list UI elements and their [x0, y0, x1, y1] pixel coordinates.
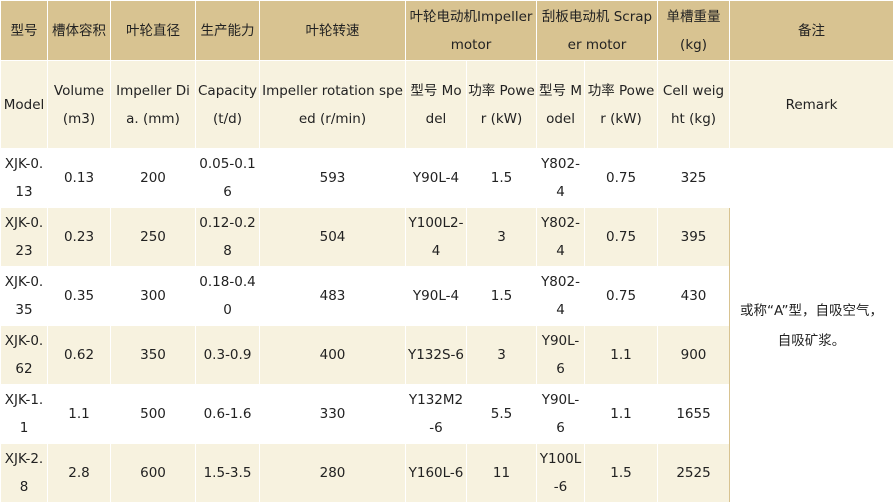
header-cn-rotation: 叶轮转速: [259, 0, 406, 61]
cell-impeller-dia: 350: [110, 325, 196, 385]
table-row: XJK-0.62 0.62 350 0.3-0.9 400 Y132S-6 3 …: [0, 325, 894, 385]
cell-weight: 395: [657, 207, 731, 267]
cell-impeller-motor-model: Y90L-4: [405, 266, 467, 326]
cell-volume: 0.13: [47, 148, 111, 208]
cell-volume: 1.1: [47, 384, 111, 444]
cell-model: XJK-0.62: [0, 325, 48, 385]
cell-impeller-motor-power: 3: [465, 325, 538, 385]
cell-rotation: 483: [259, 266, 406, 326]
header-row-cn: 型号 槽体容积 叶轮直径 生产能力 叶轮转速 叶轮电动机Impeller mot…: [0, 0, 895, 61]
cell-impeller-motor-model: Y100L2-4: [405, 207, 467, 267]
table-row: XJK-1.1 1.1 500 0.6-1.6 330 Y132M2-6 5.5…: [0, 384, 894, 444]
cell-impeller-motor-model: Y132S-6: [405, 325, 467, 385]
table-row: XJK-0.23 0.23 250 0.12-0.28 504 Y100L2-4…: [0, 207, 894, 267]
header-en-impeller-power: 功率 Power (kW): [465, 60, 538, 149]
header-en-rotation: Impeller rotation speed (r/min): [259, 60, 406, 149]
cell-scraper-motor-power: 0.75: [584, 148, 659, 208]
header-cn-volume: 槽体容积: [47, 0, 111, 61]
cell-impeller-dia: 500: [110, 384, 196, 444]
cell-volume: 0.23: [47, 207, 111, 267]
cell-capacity: 1.5-3.5: [195, 443, 260, 503]
cell-rotation: 593: [259, 148, 406, 208]
cell-rotation: 400: [259, 325, 406, 385]
header-scraper-motor: 刮板电动机 Scraper motor: [536, 0, 659, 61]
cell-volume: 0.62: [47, 325, 111, 385]
cell-impeller-motor-power: 11: [465, 443, 538, 503]
header-en-model: Model: [0, 60, 48, 149]
cell-impeller-motor-power: 3: [465, 207, 538, 267]
cell-capacity: 0.05-0.16: [195, 148, 260, 208]
header-row-en: Model Volume (m3) Impeller Dia. (mm) Cap…: [0, 60, 895, 149]
cell-scraper-motor-model: Y90L-6: [536, 384, 586, 444]
header-en-cell-weight: Cell weight (kg): [657, 60, 731, 149]
header-en-impeller-dia: Impeller Dia. (mm): [110, 60, 196, 149]
cell-impeller-motor-power: 1.5: [465, 148, 538, 208]
cell-scraper-motor-model: Y802-4: [536, 148, 586, 208]
cell-impeller-motor-model: Y160L-6: [405, 443, 467, 503]
header-en-remark: Remark: [729, 60, 895, 149]
cell-impeller-dia: 200: [110, 148, 196, 208]
cell-rotation: 504: [259, 207, 406, 267]
cell-scraper-motor-model: Y802-4: [536, 266, 586, 326]
table-row: XJK-0.35 0.35 300 0.18-0.40 483 Y90L-4 1…: [0, 266, 894, 326]
cell-rotation: 330: [259, 384, 406, 444]
cell-model: XJK-2.8: [0, 443, 48, 503]
cell-weight: 900: [657, 325, 731, 385]
cell-impeller-dia: 250: [110, 207, 196, 267]
cell-impeller-motor-power: 5.5: [465, 384, 538, 444]
cell-scraper-motor-power: 1.5: [584, 443, 659, 503]
header-cn-capacity: 生产能力: [195, 0, 260, 61]
cell-weight: 2525: [657, 443, 731, 503]
table-row: XJK-0.13 0.13 200 0.05-0.16 593 Y90L-4 1…: [0, 148, 895, 503]
remark-cell: 或称“A”型，自吸空气，自吸矿浆。: [729, 148, 895, 503]
table-row: XJK-2.8 2.8 600 1.5-3.5 280 Y160L-6 11 Y…: [0, 443, 894, 503]
cell-scraper-motor-model: Y90L-6: [536, 325, 586, 385]
cell-scraper-motor-power: 0.75: [584, 207, 659, 267]
cell-scraper-motor-model: Y802-4: [536, 207, 586, 267]
header-cn-cell-weight: 单槽重量 (kg): [657, 0, 731, 61]
cell-model: XJK-0.13: [0, 148, 48, 208]
header-en-impeller-model: 型号 Model: [405, 60, 467, 149]
header-en-scraper-power: 功率 Power (kW): [584, 60, 659, 149]
cell-capacity: 0.3-0.9: [195, 325, 260, 385]
header-en-scraper-model: 型号 Model: [536, 60, 586, 149]
cell-scraper-motor-model: Y100L-6: [536, 443, 586, 503]
cell-rotation: 280: [259, 443, 406, 503]
cell-scraper-motor-power: 0.75: [584, 266, 659, 326]
cell-weight: 325: [657, 148, 731, 208]
cell-capacity: 0.12-0.28: [195, 207, 260, 267]
cell-model: XJK-0.23: [0, 207, 48, 267]
cell-capacity: 0.6-1.6: [195, 384, 260, 444]
cell-impeller-motor-model: Y90L-4: [405, 148, 467, 208]
cell-model: XJK-0.35: [0, 266, 48, 326]
header-en-volume: Volume (m3): [47, 60, 111, 149]
header-cn-remark: 备注: [729, 0, 895, 61]
cell-weight: 430: [657, 266, 731, 326]
cell-weight: 1655: [657, 384, 731, 444]
header-cn-model: 型号: [0, 0, 48, 61]
cell-impeller-dia: 600: [110, 443, 196, 503]
cell-scraper-motor-power: 1.1: [584, 384, 659, 444]
cell-scraper-motor-power: 1.1: [584, 325, 659, 385]
header-cn-impeller-dia: 叶轮直径: [110, 0, 196, 61]
cell-impeller-dia: 300: [110, 266, 196, 326]
cell-volume: 2.8: [47, 443, 111, 503]
header-en-capacity: Capacity (t/d): [195, 60, 260, 149]
header-impeller-motor: 叶轮电动机Impeller motor: [404, 0, 538, 61]
cell-volume: 0.35: [47, 266, 111, 326]
cell-capacity: 0.18-0.40: [195, 266, 260, 326]
cell-model: XJK-1.1: [0, 384, 48, 444]
cell-impeller-motor-model: Y132M2-6: [405, 384, 467, 444]
cell-impeller-motor-power: 1.5: [465, 266, 538, 326]
